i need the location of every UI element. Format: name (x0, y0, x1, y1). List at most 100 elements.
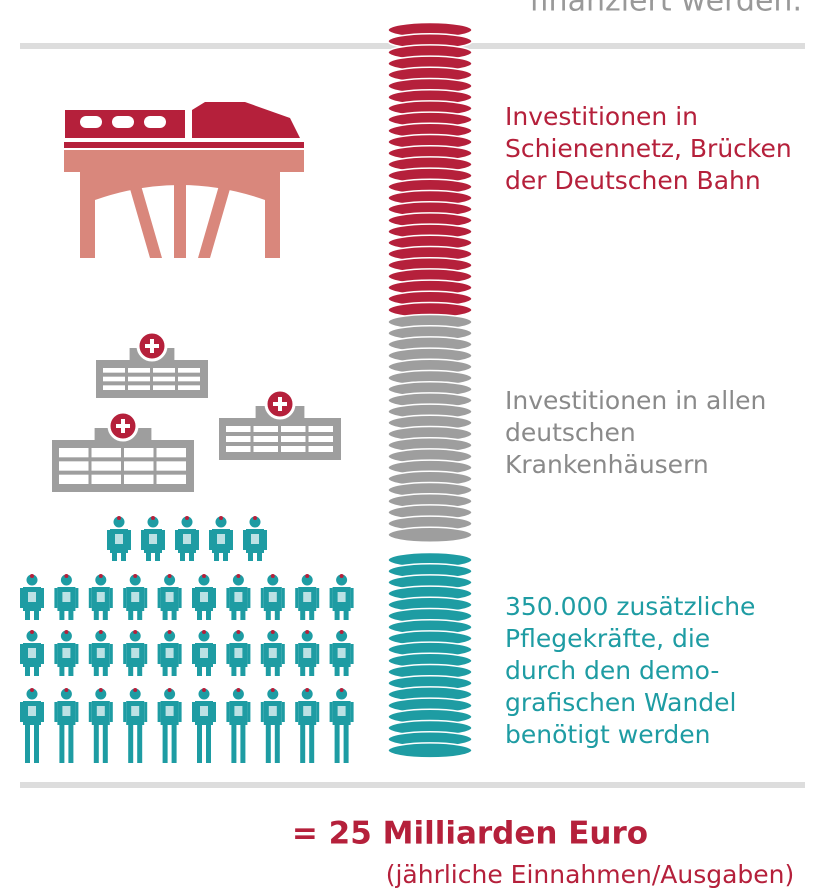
nurse-apron (200, 648, 208, 658)
nurse-arm (109, 588, 113, 608)
nurse-arm (226, 702, 230, 722)
nurse-cross (339, 630, 344, 634)
nurse-head (129, 630, 141, 642)
nurse-leg (300, 611, 306, 620)
cross (145, 339, 159, 353)
section-label: Investitionen in allen (505, 386, 766, 415)
nurse-arm (213, 644, 216, 664)
nurse-head (336, 630, 348, 642)
nurse-leg (162, 667, 168, 676)
nurse-head (232, 630, 244, 642)
nurse-apron (149, 534, 157, 544)
nurse-apron (200, 706, 208, 716)
nurse-leg (68, 725, 74, 763)
nurse-cross (64, 688, 69, 692)
section-label: Krankenhäusern (505, 450, 709, 479)
nurse-apron (165, 706, 174, 716)
nurse-arm (226, 644, 230, 664)
nurse-cross (253, 516, 257, 520)
nurse-arm (260, 588, 264, 608)
nurse-leg (231, 611, 237, 620)
nurse-arm (109, 702, 113, 722)
window (226, 436, 251, 442)
nurse-cross (305, 630, 310, 634)
nurse-leg (206, 667, 211, 676)
nurse-arm (264, 530, 267, 550)
window (281, 446, 306, 452)
nurse-leg (93, 667, 99, 676)
nurse-arm (226, 588, 230, 608)
nurse-head (60, 630, 72, 642)
window (253, 446, 278, 452)
nurse-apron (337, 706, 346, 716)
nurse-apron (303, 706, 312, 716)
nurse-cross (133, 688, 138, 692)
nurse-leg (68, 667, 74, 676)
nurse-arm (107, 530, 110, 550)
nurse-head (198, 630, 210, 642)
nurse-arm (41, 702, 44, 722)
nurse-cross (305, 574, 310, 578)
nurse-cross (270, 688, 275, 692)
nurses (20, 516, 354, 763)
nurse-apron (217, 534, 225, 544)
nurse-arm (157, 588, 161, 608)
nurse-leg (274, 667, 280, 676)
nurse-arm (75, 644, 79, 664)
window (156, 461, 186, 471)
nurse-leg (206, 611, 211, 620)
window (253, 436, 278, 442)
nurse-head (249, 516, 261, 528)
nurse-leg (334, 611, 340, 620)
nurse-cross (133, 574, 138, 578)
nurse-head (26, 574, 38, 586)
window (103, 368, 125, 373)
nurse-head (301, 630, 313, 642)
nurse-cross (339, 688, 344, 692)
nurse-head (301, 688, 313, 700)
cross (116, 419, 130, 433)
nurse-head (26, 630, 38, 642)
nurse-leg (231, 667, 237, 676)
nurse-arm (141, 530, 144, 550)
nurse-leg (343, 725, 349, 763)
nurse-apron (337, 592, 346, 602)
nurse-leg (343, 611, 349, 620)
nurse-apron (303, 648, 312, 658)
nurse-arm (157, 644, 161, 664)
window (308, 446, 333, 452)
window (178, 385, 200, 390)
nurse-apron (62, 648, 71, 658)
window (281, 426, 306, 432)
nurse-leg (240, 725, 246, 763)
nurse-leg (171, 725, 177, 763)
nurse-apron (251, 534, 259, 544)
nurse-cross (30, 688, 34, 692)
nurse-arm (192, 588, 195, 608)
nurse-arm (213, 588, 216, 608)
nurse-leg (189, 553, 194, 561)
nurse-arm (178, 644, 182, 664)
nurse-leg (34, 667, 39, 676)
nurse-leg (180, 553, 185, 561)
nurse-arm (109, 644, 113, 664)
nurse-arm (157, 702, 161, 722)
nurse-head (113, 516, 125, 528)
nurse-leg (257, 553, 262, 561)
cross (273, 397, 287, 411)
nurse-arm (316, 702, 320, 722)
nurse-leg (248, 553, 253, 561)
nurse-arm (178, 588, 182, 608)
window (178, 368, 200, 373)
window (153, 368, 175, 373)
nurse-cross (236, 630, 241, 634)
nurse-leg (265, 725, 271, 763)
nurse-cross (270, 630, 275, 634)
nurse-cross (202, 630, 206, 634)
nurse-head (95, 630, 107, 642)
window (59, 448, 89, 458)
window (128, 368, 150, 373)
nurse-arm (88, 702, 92, 722)
nurse-leg (137, 667, 143, 676)
